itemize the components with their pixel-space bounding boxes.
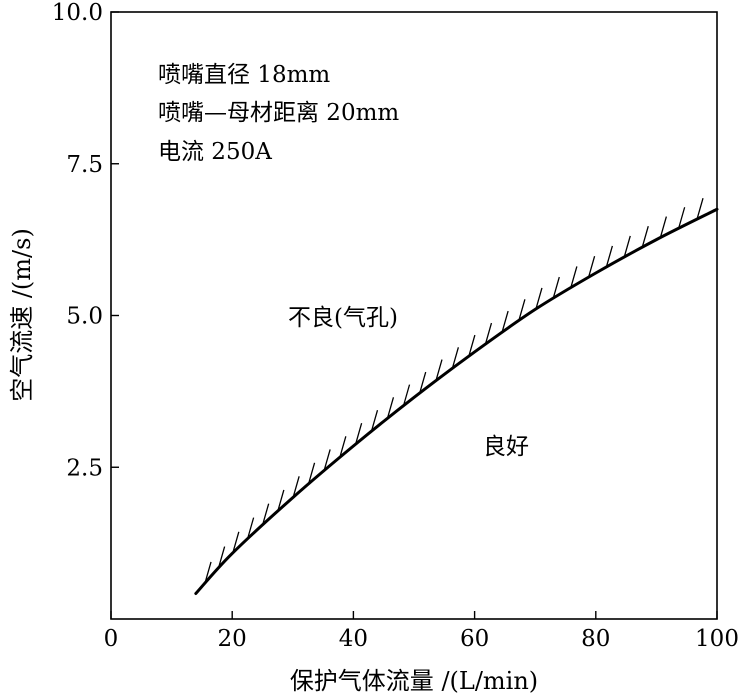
hatch-mark [246, 517, 255, 539]
hatch-mark [370, 410, 379, 432]
hatch-mark [518, 299, 526, 321]
hatch-mark [623, 235, 631, 258]
x-axis-label: 保护气体流量 /(L/min) [290, 667, 538, 695]
y-tick-label: 7.5 [66, 152, 103, 178]
annotation-nozzle-distance: 喷嘴—母材距离 20mm [158, 100, 399, 126]
series-layer [194, 197, 719, 596]
y-tick-label: 2.5 [66, 455, 103, 481]
hatch-mark [292, 476, 300, 498]
x-tick-label: 100 [695, 626, 739, 652]
hatch-mark [323, 449, 331, 471]
y-tick-label: 5.0 [66, 304, 103, 330]
hatch-mark [419, 371, 427, 394]
hatch-mark [262, 503, 270, 525]
y-axis-ticks: 2.5 5.0 7.5 10.0 [52, 0, 119, 481]
hatch-mark [307, 462, 316, 484]
hatch-mark [339, 436, 347, 458]
hatch-mark [277, 489, 285, 512]
hatch-mark [605, 245, 614, 268]
hatch-mark [354, 422, 363, 445]
x-tick-label: 40 [339, 626, 368, 652]
hatch-mark [386, 397, 395, 419]
hatch-mark [678, 207, 686, 229]
annotation-nozzle-diameter: 喷嘴直径 18mm [158, 62, 330, 88]
y-tick-label: 10.0 [52, 0, 103, 26]
boundary-curve [194, 207, 719, 596]
hatch-mark [451, 347, 460, 369]
hatch-mark [696, 197, 704, 220]
hatch-mark [468, 334, 476, 357]
hatch-mark [570, 266, 578, 288]
x-tick-label: 60 [460, 626, 489, 652]
hatch-mark [217, 546, 226, 568]
x-tick-label: 0 [104, 626, 119, 652]
hatch-mark [402, 384, 411, 406]
hatch-mark [641, 225, 649, 248]
hatch-mark [535, 287, 543, 310]
hatch-mark [484, 322, 493, 345]
region-good-label: 良好 [483, 434, 529, 460]
x-tick-label: 20 [218, 626, 247, 652]
hatch-mark [232, 531, 240, 554]
region-bad-label: 不良(气孔) [288, 305, 398, 331]
x-axis-ticks: 0 20 40 60 80 100 [104, 611, 739, 652]
hatch-mark [552, 276, 560, 299]
annotation-current: 电流 250A [158, 139, 272, 165]
hatch-mark [587, 255, 596, 278]
y-axis-label: 空气流速 /(m/s) [8, 228, 36, 402]
hatch-mark [659, 216, 668, 238]
hatch-mark [435, 359, 443, 381]
hatch-mark [204, 561, 212, 584]
hatch-mark [501, 310, 509, 333]
x-tick-label: 80 [581, 626, 610, 652]
